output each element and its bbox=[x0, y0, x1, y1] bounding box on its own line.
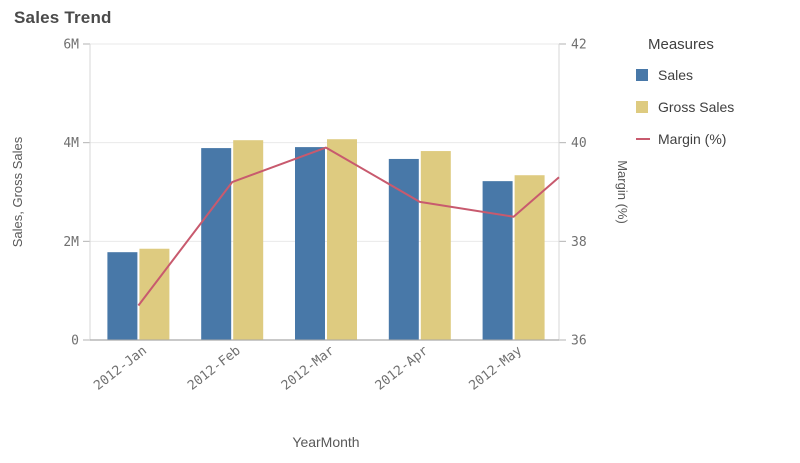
legend-item-sales[interactable]: Sales bbox=[636, 68, 794, 82]
bar-sales-2012-Jan[interactable] bbox=[107, 252, 138, 340]
bar-gross-sales-2012-Apr[interactable] bbox=[420, 151, 451, 340]
legend-items: Sales Gross Sales Margin (%) bbox=[636, 68, 794, 146]
square-swatch-icon bbox=[636, 69, 648, 81]
x-axis-tick-label-2012-Mar: 2012-Mar bbox=[279, 343, 338, 393]
bar-gross-sales-2012-Jan[interactable] bbox=[139, 248, 170, 340]
legend-item-label: Margin (%) bbox=[658, 131, 727, 147]
legend: Measures Sales Gross Sales Margin (%) bbox=[636, 36, 794, 164]
legend-item-label: Gross Sales bbox=[658, 99, 735, 115]
legend-title: Measures bbox=[648, 36, 714, 53]
right-axis-title: Margin (%) bbox=[615, 160, 630, 224]
right-axis-tick-label: 36 bbox=[571, 334, 587, 349]
bar-gross-sales-2012-Mar[interactable] bbox=[327, 139, 357, 340]
left-axis-tick-label: 2M bbox=[63, 235, 79, 250]
margin-line[interactable] bbox=[137, 146, 560, 307]
x-axis-tick-label-2012-Jan: 2012-Jan bbox=[91, 343, 150, 393]
bar-sales-2012-May[interactable] bbox=[482, 181, 513, 340]
chart-title: Sales Trend bbox=[14, 8, 112, 27]
legend-item-margin[interactable]: Margin (%) bbox=[636, 132, 794, 146]
left-axis-tick-label: 0 bbox=[71, 334, 79, 349]
bar-gross-sales-2012-Feb[interactable] bbox=[233, 140, 264, 340]
right-axis-tick-label: 42 bbox=[571, 38, 587, 53]
left-axis-title: Sales, Gross Sales bbox=[10, 136, 25, 247]
bar-sales-2012-Feb[interactable] bbox=[201, 148, 232, 340]
right-axis-tick-label: 38 bbox=[571, 235, 587, 250]
legend-item-gross-sales[interactable]: Gross Sales bbox=[636, 100, 794, 114]
x-axis-title: YearMonth bbox=[292, 434, 359, 450]
bar-sales-2012-Mar[interactable] bbox=[295, 147, 325, 340]
left-axis-tick-label: 4M bbox=[63, 136, 79, 151]
line-swatch-icon bbox=[636, 138, 650, 140]
x-axis-tick-label-2012-Apr: 2012-Apr bbox=[373, 343, 432, 393]
bar-gross-sales-2012-May[interactable] bbox=[514, 175, 545, 340]
left-axis-tick-label: 6M bbox=[63, 38, 79, 53]
x-axis-tick-label-2012-May: 2012-May bbox=[466, 343, 525, 393]
legend-item-label: Sales bbox=[658, 67, 694, 83]
right-axis-tick-label: 40 bbox=[571, 136, 587, 151]
bar-sales-2012-Apr[interactable] bbox=[388, 158, 419, 340]
x-axis-tick-label-2012-Feb: 2012-Feb bbox=[185, 343, 244, 393]
square-swatch-icon bbox=[636, 101, 648, 113]
